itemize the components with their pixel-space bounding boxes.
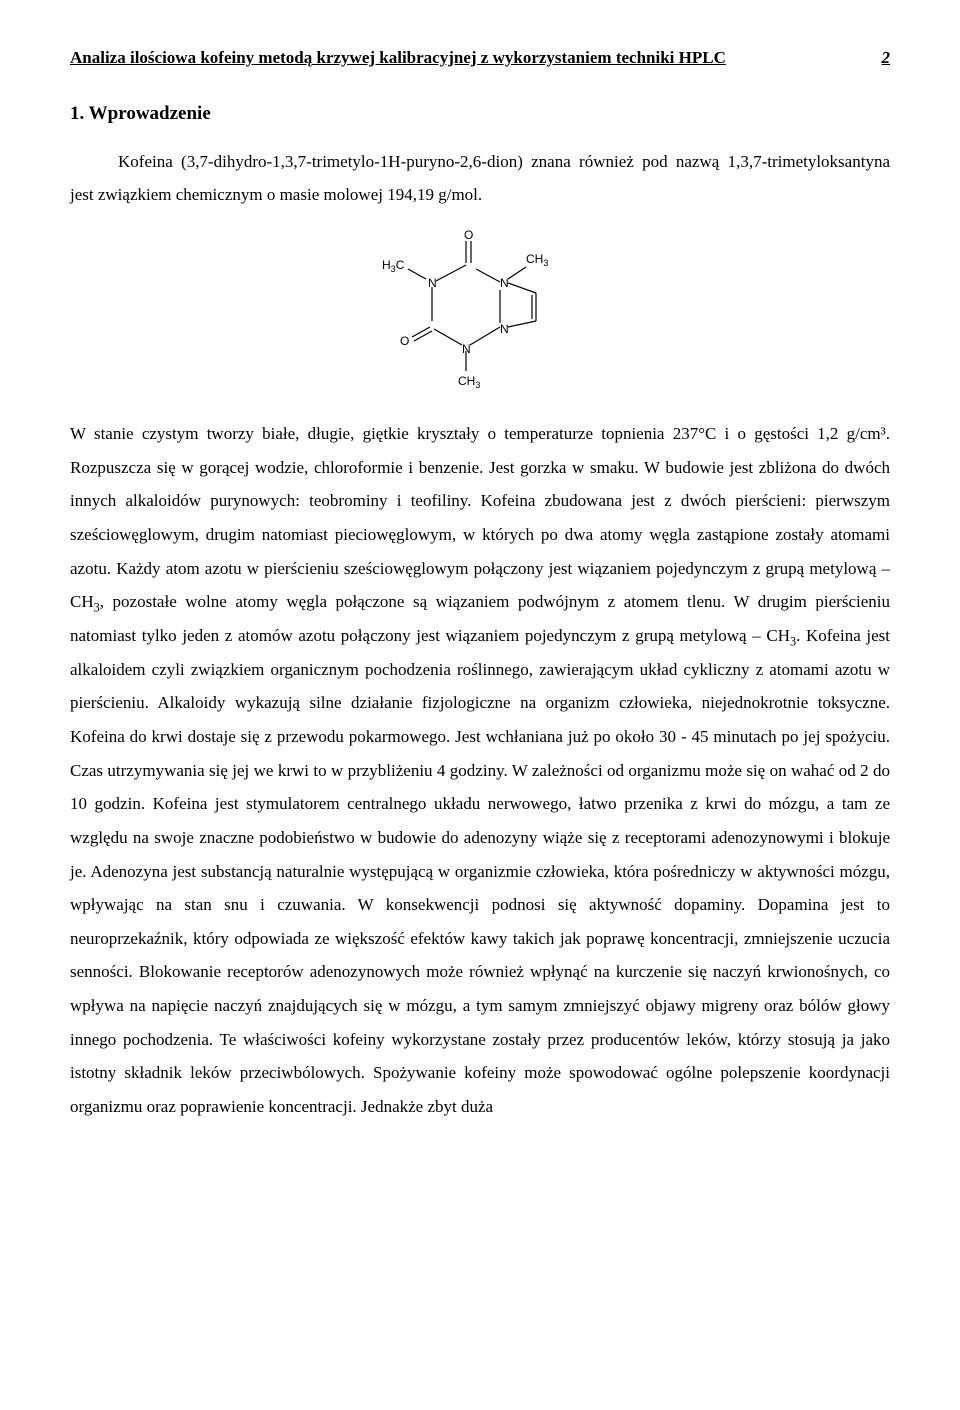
running-header: Analiza ilościowa kofeiny metodą krzywej… [70,42,890,74]
body-text-a: W stanie czystym tworzy białe, długie, g… [70,424,890,611]
running-title: Analiza ilościowa kofeiny metodą krzywej… [70,42,726,74]
n-label: N [462,342,471,356]
caffeine-structure-diagram: O O N N N N CH3 H3C CH3 [378,227,583,397]
body-paragraph: W stanie czystym tworzy białe, długie, g… [70,417,890,1124]
ch3-label: CH3 [458,374,480,390]
body-text-c: . Kofeina jest alkaloidem czyli związkie… [70,626,890,1116]
n-label: N [500,276,509,290]
n-label: N [500,322,509,336]
o-label: O [464,228,473,242]
section-heading: 1. Wprowadzenie [70,96,890,132]
ch3-label: CH3 [526,252,548,268]
o-label: O [400,334,409,348]
body-text-b: , pozostałe wolne atomy węgla połączone … [70,592,890,645]
n-label: N [428,276,437,290]
intro-paragraph: Kofeina (3,7-dihydro-1,3,7-trimetylo-1H-… [70,146,890,211]
page-number: 2 [882,42,891,74]
h3c-label: H3C [382,258,405,274]
